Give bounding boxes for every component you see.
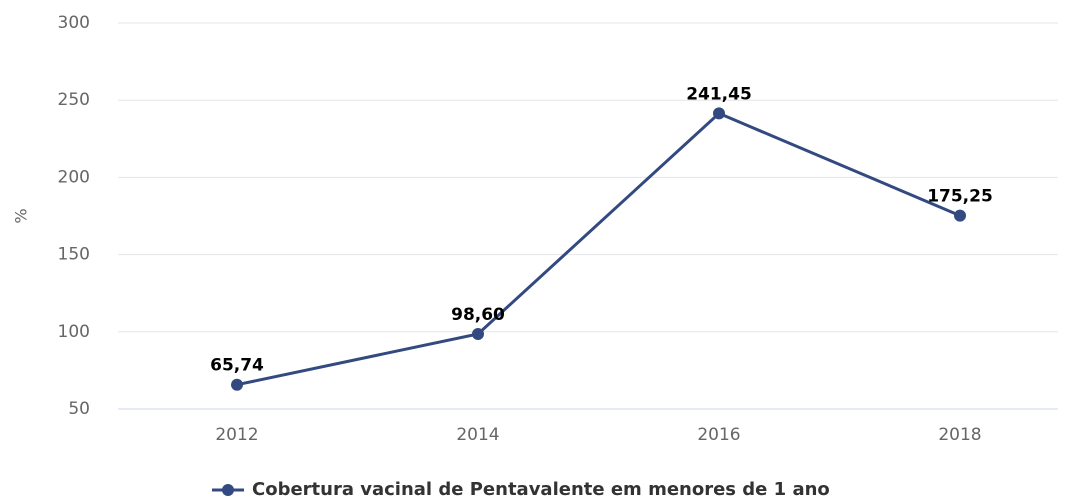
x-tick-label: 2014 <box>456 425 499 445</box>
y-tick-label: 150 <box>58 245 90 265</box>
y-tick-label: 100 <box>58 322 90 342</box>
data-label: 175,25 <box>927 187 993 207</box>
legend-label: Cobertura vacinal de Pentavalente em men… <box>252 479 830 498</box>
point <box>713 107 725 120</box>
data-label: 98,60 <box>451 305 505 325</box>
data-label: 241,45 <box>686 84 752 104</box>
line <box>236 111 961 387</box>
point <box>954 209 966 222</box>
y-axis-title: % <box>12 208 31 223</box>
data-label: 65,74 <box>210 356 264 376</box>
y-tick-label: 300 <box>58 13 90 33</box>
point <box>472 327 484 340</box>
x-tick-label: 2012 <box>215 425 258 445</box>
y-tick-label: 50 <box>68 399 90 419</box>
x-tick-label: 2018 <box>938 425 981 445</box>
x-tick-label: 2016 <box>697 425 740 445</box>
y-tick-label: 250 <box>58 90 90 110</box>
y-tick-label: 200 <box>58 167 90 187</box>
legend-marker <box>222 484 234 496</box>
point <box>231 378 243 391</box>
